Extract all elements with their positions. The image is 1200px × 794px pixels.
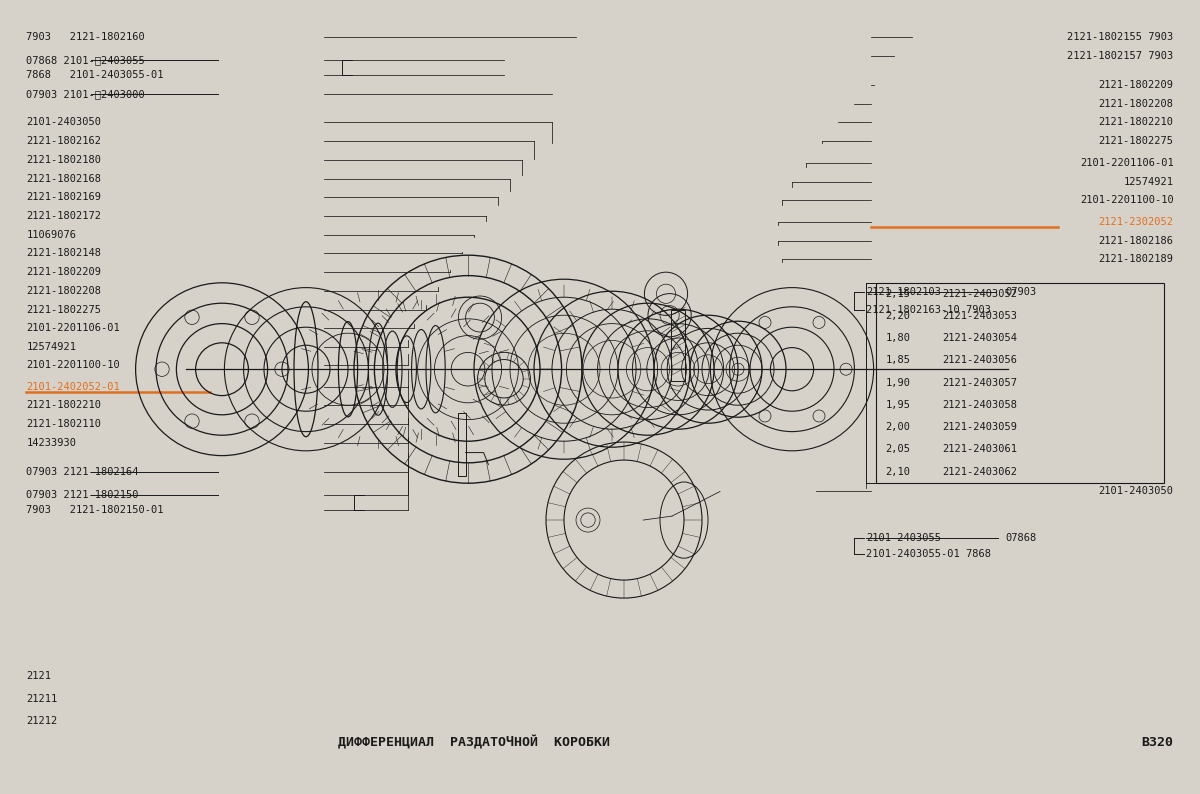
Text: 2121-1802155 7903: 2121-1802155 7903 [1067,33,1174,42]
Text: 2121-1802110: 2121-1802110 [26,419,101,429]
Text: 2121-1802208: 2121-1802208 [26,286,101,295]
Text: 07868: 07868 [1006,534,1037,543]
Text: 2101-2403055-01 7868: 2101-2403055-01 7868 [866,549,991,559]
Text: 2121-2403059: 2121-2403059 [942,422,1018,432]
Text: 2121-1802189: 2121-1802189 [1099,254,1174,264]
Text: 2121-2403058: 2121-2403058 [942,400,1018,410]
Text: 12574921: 12574921 [1123,177,1174,187]
Text: 14233930: 14233930 [26,438,77,448]
Text: 7903   2121-1802160: 7903 2121-1802160 [26,33,145,42]
Text: 2,00: 2,00 [886,422,911,432]
Text: 2121-1802169: 2121-1802169 [26,192,101,202]
Text: 2121-1802275: 2121-1802275 [1099,137,1174,146]
Text: 2101-2403050: 2101-2403050 [26,118,101,127]
Text: 2121-1802148: 2121-1802148 [26,249,101,258]
Text: 12574921: 12574921 [26,342,77,352]
Text: ДИФФЕРЕНЦИАЛ  РАЗДАТОЧНОЙ  КОРОБКИ: ДИФФЕРЕНЦИАЛ РАЗДАТОЧНОЙ КОРОБКИ [338,735,610,750]
Text: 2121-2403061: 2121-2403061 [942,445,1018,454]
Text: 2101-2403050: 2101-2403050 [1099,487,1174,496]
Text: 2121-1802157 7903: 2121-1802157 7903 [1067,51,1174,60]
Text: 2121-1802210: 2121-1802210 [26,400,101,410]
Text: 2121-1802209: 2121-1802209 [26,268,101,277]
Text: 2101-2201106-01: 2101-2201106-01 [26,323,120,333]
Bar [876,283,1164,483]
Text: 2,20: 2,20 [886,311,911,321]
Text: 07903: 07903 [1006,287,1037,297]
Text: 2121-1802162: 2121-1802162 [26,137,101,146]
Text: 1,95: 1,95 [886,400,911,410]
Text: 21211: 21211 [26,694,58,703]
Text: 2,10: 2,10 [886,467,911,476]
Text: 07868 2101-␃2403055: 07868 2101-␃2403055 [26,56,145,65]
Text: 2101-2201100-10: 2101-2201100-10 [26,360,120,370]
Text: В320: В320 [1141,736,1174,749]
Text: 07903 2121-1802150: 07903 2121-1802150 [26,490,139,499]
Text: 1,85: 1,85 [886,356,911,365]
Text: 2,15: 2,15 [886,289,911,299]
Text: 2121-1802275: 2121-1802275 [26,305,101,314]
Text: 1,80: 1,80 [886,333,911,343]
Text: 07903 2101-␃2403000: 07903 2101-␃2403000 [26,89,145,98]
Text: 7868   2101-2403055-01: 7868 2101-2403055-01 [26,70,164,79]
Text: 1,90: 1,90 [886,378,911,387]
Text: 2121-1802208: 2121-1802208 [1099,99,1174,109]
Text: 2121-2403052: 2121-2403052 [942,289,1018,299]
Text: 2121-1802172: 2121-1802172 [26,211,101,221]
Text: 2121-1802168: 2121-1802168 [26,174,101,183]
Text: 07903 2121-1802164: 07903 2121-1802164 [26,467,139,476]
Text: 2101-2402052-01: 2101-2402052-01 [26,382,120,391]
Text: 2121-2403056: 2121-2403056 [942,356,1018,365]
Text: 2101-2403055: 2101-2403055 [866,534,942,543]
Text: 2121-1802180: 2121-1802180 [26,155,101,164]
Text: 2121-2403053: 2121-2403053 [942,311,1018,321]
Text: 2121-1802163-10 7903: 2121-1802163-10 7903 [866,306,991,315]
Text: 2121-2403054: 2121-2403054 [942,333,1018,343]
Text: 2121-2302052: 2121-2302052 [1099,217,1174,226]
Text: 11069076: 11069076 [26,230,77,240]
Text: 2101-2201106-01: 2101-2201106-01 [1080,158,1174,168]
Text: 21212: 21212 [26,716,58,726]
Text: 2121-1802103: 2121-1802103 [866,287,942,297]
Text: 2121: 2121 [26,672,52,681]
Text: 2,05: 2,05 [886,445,911,454]
Text: 2121-1802209: 2121-1802209 [1099,80,1174,90]
Text: 2121-1802186: 2121-1802186 [1099,236,1174,245]
Text: 2121-2403062: 2121-2403062 [942,467,1018,476]
Text: 2121-2403057: 2121-2403057 [942,378,1018,387]
Text: 2101-2201100-10: 2101-2201100-10 [1080,195,1174,205]
Text: 2121-1802210: 2121-1802210 [1099,118,1174,127]
Text: 7903   2121-1802150-01: 7903 2121-1802150-01 [26,505,164,515]
